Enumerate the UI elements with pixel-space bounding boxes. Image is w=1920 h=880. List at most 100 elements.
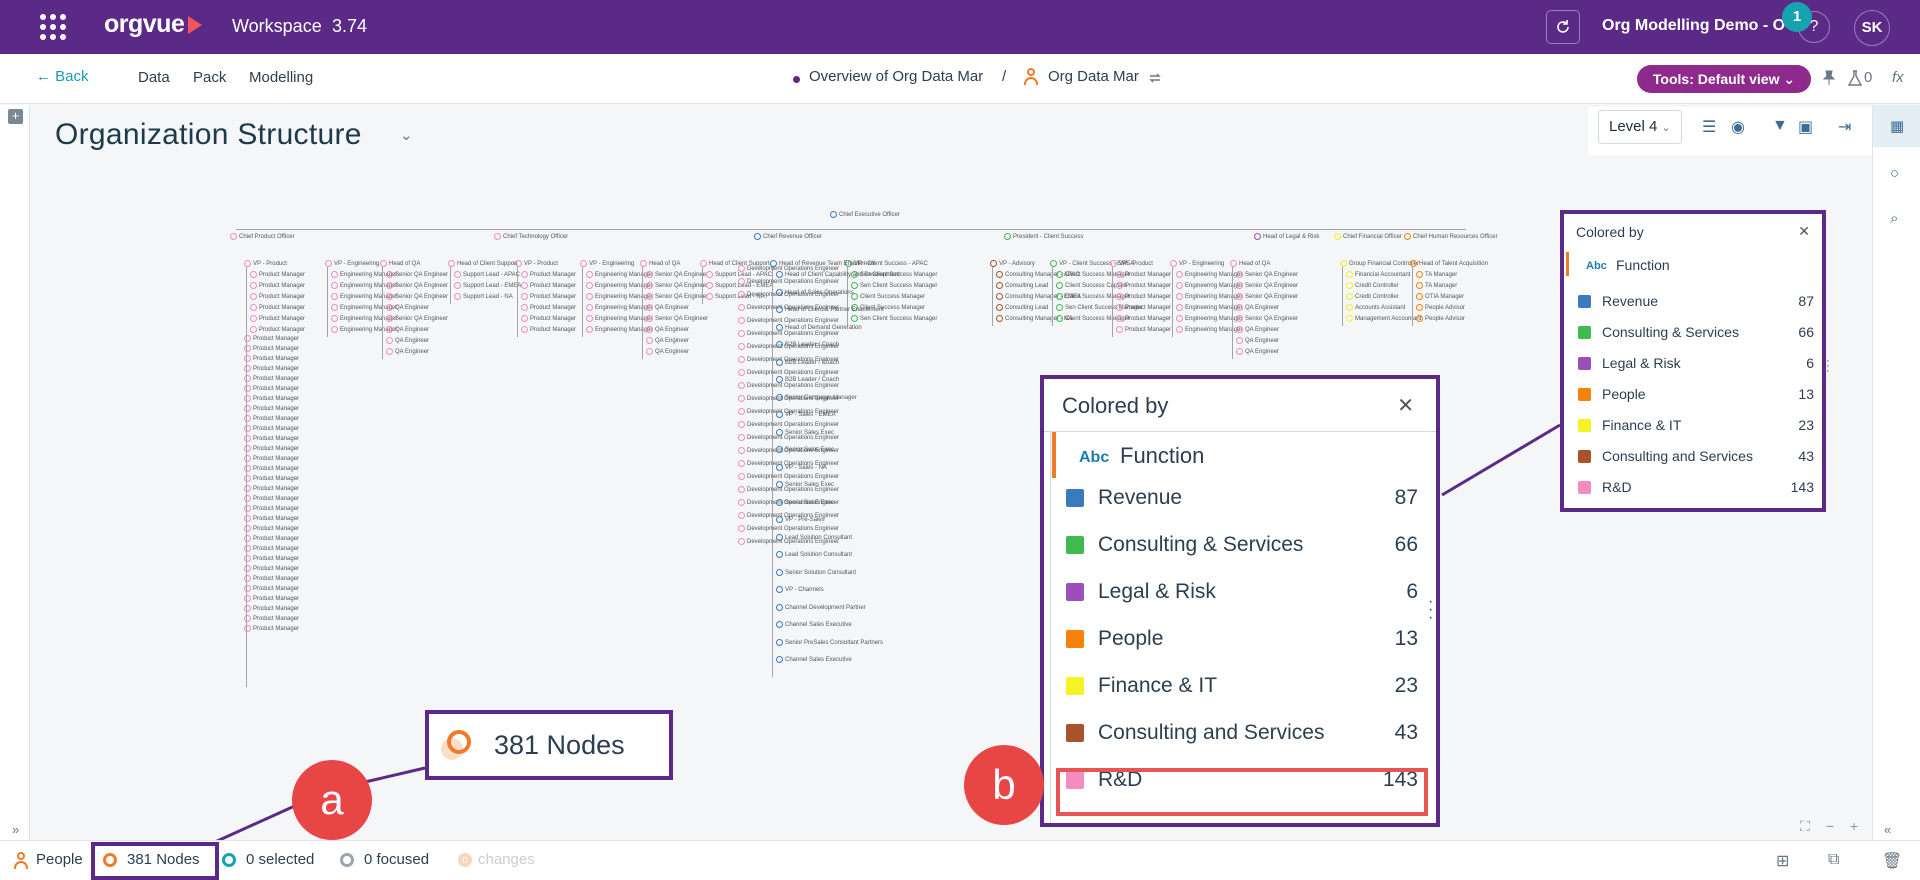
org-node[interactable]: Head of QA — [380, 260, 420, 267]
more-vertical-icon[interactable]: · · · — [1826, 355, 1830, 377]
org-node[interactable]: Product Manager — [521, 271, 576, 278]
org-node[interactable]: Consulting Lead — [996, 304, 1048, 311]
org-node[interactable]: Product Manager — [244, 535, 299, 542]
org-node[interactable]: Head of QA — [1230, 260, 1270, 267]
legend-property[interactable]: Function — [1616, 257, 1670, 273]
orgvue-logo[interactable]: orgvue — [104, 10, 203, 39]
legend-item[interactable]: R&D 143 — [1578, 478, 1814, 498]
org-node[interactable]: Product Manager — [244, 455, 299, 462]
org-node[interactable]: Head of Sales Operations — [776, 289, 854, 296]
swap-icon[interactable] — [1148, 71, 1162, 85]
org-node[interactable]: Product Manager — [250, 315, 305, 322]
bar-chart-icon[interactable]: ▦ — [1890, 118, 1905, 135]
org-node[interactable]: Senior Sales Exec — [776, 481, 834, 488]
org-node[interactable]: Head of QA — [640, 260, 680, 267]
org-node[interactable]: Senior Sales Exec — [776, 446, 834, 453]
org-node[interactable]: QA Engineer — [386, 348, 429, 355]
org-node[interactable]: Product Manager — [244, 585, 299, 592]
org-node[interactable]: Product Manager — [244, 475, 299, 482]
org-chart[interactable]: Chief Executive Officer Chief Product Off… — [230, 205, 1498, 687]
org-node[interactable]: Chief Technology Officer — [494, 233, 568, 240]
org-node[interactable]: Senior QA Engineer — [386, 282, 448, 289]
org-node[interactable]: Senior QA Engineer — [386, 315, 448, 322]
org-node[interactable]: Engineering Manager — [1176, 326, 1242, 333]
fit-screen-icon[interactable]: ⛶ — [1800, 818, 1810, 834]
org-node[interactable]: Client Success Manager — [1056, 293, 1130, 300]
org-node[interactable]: Engineering Manager — [586, 282, 652, 289]
org-node[interactable]: Product Manager — [244, 555, 299, 562]
org-node[interactable]: Client Success Manager — [851, 293, 925, 300]
org-node[interactable]: Senior QA Engineer — [1236, 293, 1298, 300]
org-node[interactable]: Consulting Lead — [996, 282, 1048, 289]
close-icon[interactable]: ✕ — [1798, 223, 1810, 239]
zoom-out-icon[interactable]: − — [1826, 818, 1835, 834]
org-node[interactable]: People Advisor — [1416, 304, 1465, 311]
org-node[interactable]: VP - Product — [515, 260, 558, 267]
org-node[interactable]: Product Manager — [244, 425, 299, 432]
org-node[interactable]: B2B Leader / Coach — [776, 376, 839, 383]
org-node[interactable]: Senior QA Engineer — [1236, 315, 1298, 322]
org-node[interactable]: Product Manager — [250, 271, 305, 278]
org-node[interactable]: QA Engineer — [646, 304, 689, 311]
org-node[interactable]: Engineering Manager — [586, 315, 652, 322]
org-node[interactable]: Product Manager — [244, 625, 299, 632]
collapse-right-icon[interactable]: « — [1884, 822, 1892, 837]
zoom-in-icon[interactable]: + — [1850, 818, 1859, 834]
org-node[interactable]: Client Success Captain — [1056, 282, 1127, 289]
org-node[interactable]: VP - Client Success - APAC — [845, 260, 928, 267]
org-node[interactable]: Product Manager — [244, 405, 299, 412]
org-node[interactable]: Channel Development Partner — [776, 604, 866, 611]
org-node[interactable]: Product Manager — [1116, 282, 1171, 289]
org-node[interactable]: Product Manager — [244, 495, 299, 502]
org-node[interactable]: VP - Sales - NA — [776, 464, 827, 471]
status-changes[interactable]: changes — [478, 851, 535, 868]
org-node[interactable]: Product Manager — [244, 375, 299, 382]
org-node[interactable]: Client Success Manager — [1056, 315, 1130, 322]
org-node[interactable]: TA Manager — [1416, 271, 1457, 278]
tools-view-button[interactable]: Tools: Default view ⌄ — [1637, 65, 1811, 93]
org-node[interactable]: Product Manager — [244, 565, 299, 572]
org-node[interactable]: Product Manager — [244, 435, 299, 442]
org-node[interactable]: Product Manager — [244, 595, 299, 602]
filter-icon[interactable]: ▼ — [1772, 117, 1788, 134]
org-node[interactable]: Development Operations Engineer — [738, 538, 839, 545]
export-icon[interactable]: ⇥ — [1838, 119, 1852, 136]
org-node[interactable]: Senior QA Engineer — [646, 315, 708, 322]
org-node[interactable]: Product Manager — [1116, 315, 1171, 322]
org-node[interactable]: Head of Talent Acquisition — [1410, 260, 1488, 267]
org-node[interactable]: Engineering Manager — [1176, 282, 1242, 289]
org-node[interactable]: Product Manager — [521, 326, 576, 333]
org-node[interactable]: Credit Controller — [1346, 282, 1399, 289]
org-node[interactable]: Engineering Manager — [1176, 315, 1242, 322]
org-node[interactable]: Senior QA Engineer — [386, 293, 448, 300]
org-node[interactable]: Product Manager — [250, 326, 305, 333]
org-node[interactable]: QA Engineer — [646, 337, 689, 344]
org-node[interactable]: Product Manager — [244, 615, 299, 622]
org-node[interactable]: Consulting Manager - NA — [996, 315, 1072, 322]
project-name[interactable]: Org Modelling Demo - OV — [1602, 17, 1796, 34]
org-node[interactable]: Head of Revenue Team Enablement — [770, 260, 876, 267]
org-node[interactable]: QA Engineer — [386, 326, 429, 333]
org-node[interactable]: Product Manager — [244, 355, 299, 362]
legend-item[interactable]: Revenue 87 — [1578, 292, 1814, 312]
org-node[interactable]: Chief Revenue Officer — [754, 233, 822, 240]
org-node[interactable]: Senior QA Engineer — [1236, 282, 1298, 289]
legend-item[interactable]: Consulting & Services 66 — [1578, 323, 1814, 343]
org-node[interactable]: QA Engineer — [1236, 304, 1279, 311]
org-node[interactable]: Product Manager — [250, 304, 305, 311]
org-node[interactable]: Financial Accountant — [1346, 271, 1410, 278]
org-node[interactable]: Head of Demand Generation — [776, 324, 862, 331]
org-node[interactable]: Product Manager — [244, 445, 299, 452]
org-node[interactable]: Consulting Manager - EMEA — [996, 293, 1081, 300]
org-node[interactable]: VP - Product — [1110, 260, 1153, 267]
add-node-icon[interactable]: ⊞ — [1776, 853, 1790, 870]
org-node[interactable]: Senior QA Engineer — [646, 293, 708, 300]
org-node[interactable]: VP - Sales - EMEA — [776, 411, 836, 418]
org-node[interactable]: Sen Client Success Manager — [851, 315, 937, 322]
org-node[interactable]: VP - Channels — [776, 586, 824, 593]
org-node[interactable]: Product Manager — [244, 525, 299, 532]
org-node[interactable]: Chief Human Resources Officer — [1404, 233, 1498, 240]
org-node[interactable]: Support Lead - EMEA — [454, 282, 521, 289]
org-node[interactable]: Client Success Manager — [851, 304, 925, 311]
org-node[interactable]: Engineering Manager — [331, 315, 397, 322]
